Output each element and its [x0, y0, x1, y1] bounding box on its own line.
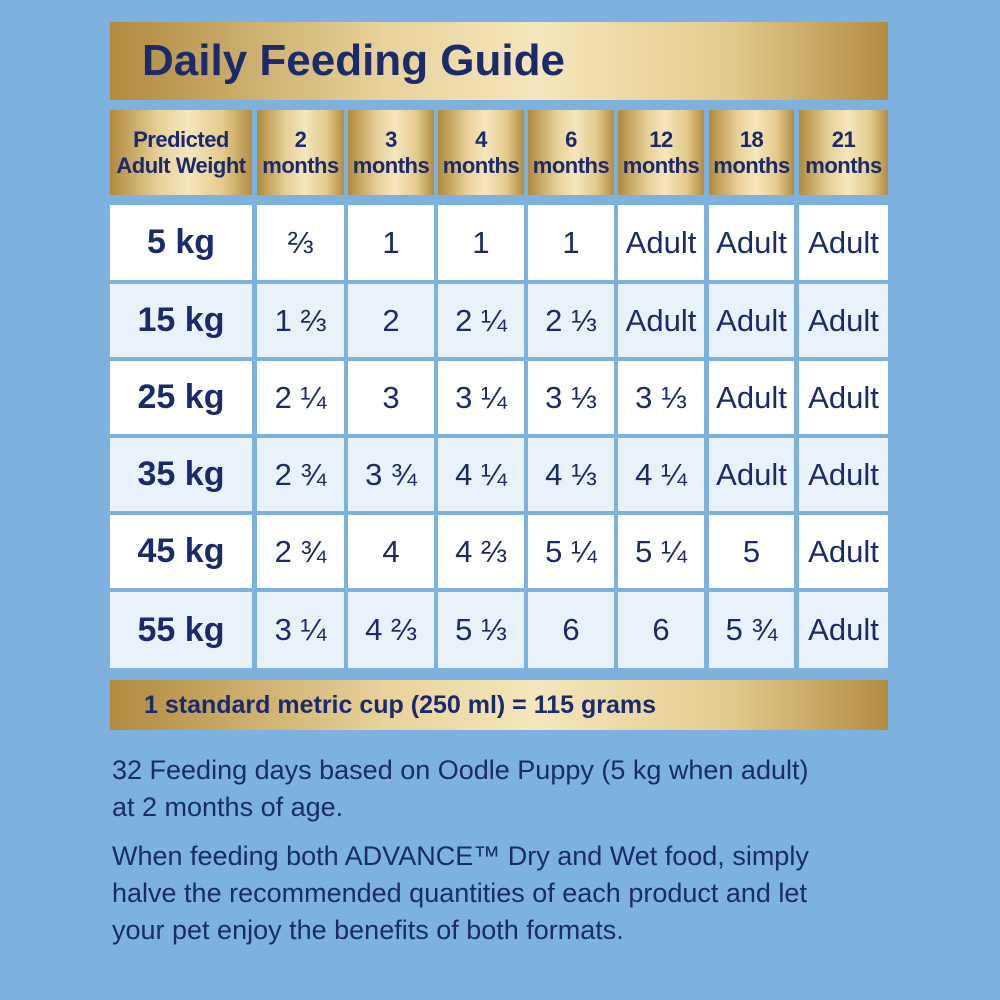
- amount-cell: Adult: [709, 361, 794, 434]
- amount-cell: 5 ⅓: [438, 592, 524, 668]
- paragraph: When feeding both ADVANCE™ Dry and Wet f…: [112, 841, 809, 945]
- amount-cell: 1 ⅔: [257, 284, 344, 357]
- amount-cell: 1: [528, 205, 614, 280]
- amount-cell: Adult: [618, 284, 704, 357]
- amount-cell: 3 ⅓: [618, 361, 704, 434]
- amount-cell: 2 ¼: [257, 361, 344, 434]
- amount-cell: 4 ⅔: [348, 592, 434, 668]
- weight-cell: 15 kg: [110, 284, 252, 357]
- column-header: 4 months: [438, 110, 524, 195]
- column-header: 6 months: [528, 110, 614, 195]
- amount-cell: 4: [348, 515, 434, 588]
- amount-cell: 2 ¾: [257, 438, 344, 511]
- amount-cell: Adult: [799, 438, 888, 511]
- amount-cell: 5: [709, 515, 794, 588]
- amount-cell: Adult: [799, 361, 888, 434]
- amount-cell: 2 ⅓: [528, 284, 614, 357]
- column-header: 2 months: [257, 110, 344, 195]
- amount-cell: 5 ¾: [709, 592, 794, 668]
- amount-cell: 6: [528, 592, 614, 668]
- amount-cell: 3 ¾: [348, 438, 434, 511]
- amount-cell: 3 ¼: [438, 361, 524, 434]
- weight-cell: 45 kg: [110, 515, 252, 588]
- amount-cell: 4 ¼: [618, 438, 704, 511]
- footer-note: 1 standard metric cup (250 ml) = 115 gra…: [110, 680, 888, 730]
- amount-cell: Adult: [709, 284, 794, 357]
- title: Daily Feeding Guide: [110, 22, 888, 100]
- amount-cell: 2: [348, 284, 434, 357]
- amount-cell: 3 ¼: [257, 592, 344, 668]
- amount-cell: Adult: [709, 438, 794, 511]
- column-header: Predicted Adult Weight: [110, 110, 252, 195]
- paragraph: 32 Feeding days based on Oodle Puppy (5 …: [112, 755, 809, 822]
- amount-cell: 2 ¼: [438, 284, 524, 357]
- weight-cell: 25 kg: [110, 361, 252, 434]
- amount-cell: Adult: [618, 205, 704, 280]
- amount-cell: 4 ¼: [438, 438, 524, 511]
- amount-cell: Adult: [799, 592, 888, 668]
- weight-cell: 5 kg: [110, 205, 252, 280]
- amount-cell: Adult: [799, 205, 888, 280]
- amount-cell: Adult: [709, 205, 794, 280]
- column-header: 21 months: [799, 110, 888, 195]
- amount-cell: 1: [348, 205, 434, 280]
- amount-cell: 4 ⅔: [438, 515, 524, 588]
- amount-cell: 5 ¼: [618, 515, 704, 588]
- amount-cell: Adult: [799, 284, 888, 357]
- amount-cell: 1: [438, 205, 524, 280]
- amount-cell: 4 ⅓: [528, 438, 614, 511]
- amount-cell: 3 ⅓: [528, 361, 614, 434]
- amount-cell: ⅔: [257, 205, 344, 280]
- amount-cell: 2 ¾: [257, 515, 344, 588]
- amount-cell: 6: [618, 592, 704, 668]
- column-header: 12 months: [618, 110, 704, 195]
- weight-cell: 35 kg: [110, 438, 252, 511]
- column-header: 3 months: [348, 110, 434, 195]
- column-header: 18 months: [709, 110, 794, 195]
- amount-cell: 3: [348, 361, 434, 434]
- amount-cell: 5 ¼: [528, 515, 614, 588]
- amount-cell: Adult: [799, 515, 888, 588]
- weight-cell: 55 kg: [110, 592, 252, 668]
